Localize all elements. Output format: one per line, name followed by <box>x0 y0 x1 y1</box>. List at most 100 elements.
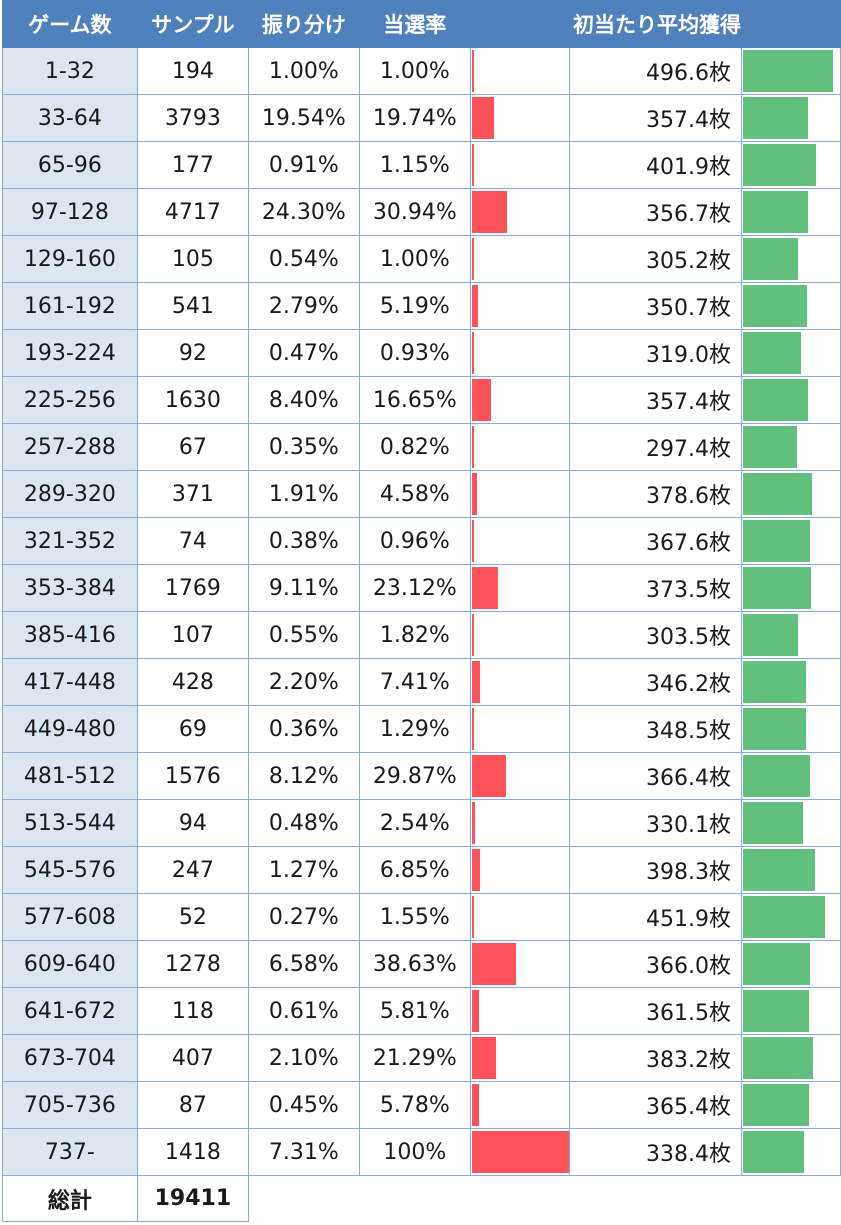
range-cell: 545-576 <box>2 846 138 894</box>
hit-rate-bar <box>471 520 474 562</box>
avg-gain-cell: 303.5枚 <box>568 611 742 659</box>
sample-cell: 247 <box>136 846 250 894</box>
range-cell: 161-192 <box>2 282 138 330</box>
avg-gain-bar-cell <box>740 282 841 330</box>
range-cell: 289-320 <box>2 470 138 518</box>
share-cell: 0.55% <box>248 611 360 659</box>
blank-cell <box>741 1176 840 1222</box>
sample-cell: 1769 <box>136 564 250 612</box>
hit-rate-cell: 1.00% <box>358 47 471 95</box>
hit-rate-bar-cell <box>469 799 570 847</box>
avg-gain-bar <box>742 426 798 468</box>
avg-gain-bar <box>742 520 810 562</box>
hit-rate-cell: 1.82% <box>358 611 471 659</box>
hit-rate-bar-cell <box>469 987 570 1035</box>
hit-rate-bar <box>471 191 507 233</box>
table-row: 289-320 371 1.91% 4.58% 378.6枚 <box>2 470 841 518</box>
sample-cell: 4717 <box>136 188 250 236</box>
avg-gain-bar <box>742 943 810 985</box>
avg-gain-bar-cell <box>740 987 841 1035</box>
range-cell: 385-416 <box>2 611 138 659</box>
hit-rate-bar <box>471 1131 569 1173</box>
table-row: 705-736 87 0.45% 5.78% 365.4枚 <box>2 1081 841 1129</box>
hit-rate-cell: 5.81% <box>358 987 471 1035</box>
hit-rate-bar <box>471 708 474 750</box>
avg-gain-bar-cell <box>740 376 841 424</box>
hit-rate-bar <box>471 144 474 186</box>
hit-rate-bar <box>471 661 481 703</box>
hit-rate-bar <box>471 614 475 656</box>
avg-gain-bar <box>742 849 816 891</box>
total-sample: 19411 <box>136 1175 250 1222</box>
avg-gain-cell: 319.0枚 <box>568 329 742 377</box>
avg-gain-cell: 338.4枚 <box>568 1128 742 1176</box>
share-cell: 2.79% <box>248 282 360 330</box>
avg-gain-cell: 451.9枚 <box>568 893 742 941</box>
avg-gain-cell: 357.4枚 <box>568 94 742 142</box>
hit-rate-cell: 0.93% <box>358 329 471 377</box>
hit-rate-bar-cell <box>469 705 570 753</box>
table-row: 641-672 118 0.61% 5.81% 361.5枚 <box>2 987 841 1035</box>
hit-rate-cell: 5.78% <box>358 1081 471 1129</box>
avg-gain-cell: 366.0枚 <box>568 940 742 988</box>
table-row: 577-608 52 0.27% 1.55% 451.9枚 <box>2 893 841 941</box>
avg-gain-bar-cell <box>740 423 841 471</box>
range-cell: 1-32 <box>2 47 138 95</box>
share-cell: 1.91% <box>248 470 360 518</box>
hit-rate-bar <box>471 285 478 327</box>
table-row: 33-64 3793 19.54% 19.74% 357.4枚 <box>2 94 841 142</box>
share-cell: 1.27% <box>248 846 360 894</box>
hit-rate-cell: 1.15% <box>358 141 471 189</box>
avg-gain-bar-cell <box>740 1034 841 1082</box>
hit-rate-cell: 19.74% <box>358 94 471 142</box>
range-cell: 33-64 <box>2 94 138 142</box>
range-cell: 673-704 <box>2 1034 138 1082</box>
avg-gain-cell: 357.4枚 <box>568 376 742 424</box>
range-cell: 513-544 <box>2 799 138 847</box>
hit-rate-cell: 100% <box>358 1128 471 1176</box>
hit-rate-bar <box>471 990 479 1032</box>
hit-rate-bar <box>471 755 506 797</box>
sample-cell: 87 <box>136 1081 250 1129</box>
hit-rate-bar-cell <box>469 329 570 377</box>
range-cell: 481-512 <box>2 752 138 800</box>
sample-cell: 52 <box>136 893 250 941</box>
range-cell: 449-480 <box>2 705 138 753</box>
range-cell: 129-160 <box>2 235 138 283</box>
avg-gain-cell: 378.6枚 <box>568 470 742 518</box>
avg-gain-bar <box>742 896 826 938</box>
hit-rate-cell: 7.41% <box>358 658 471 706</box>
hit-rate-bar <box>471 849 480 891</box>
table-row: 1-32 194 1.00% 1.00% 496.6枚 <box>2 47 841 95</box>
avg-gain-bar-cell <box>740 470 841 518</box>
sample-cell: 92 <box>136 329 250 377</box>
avg-gain-bar-cell <box>740 329 841 377</box>
avg-gain-bar-cell <box>740 893 841 941</box>
hit-rate-bar <box>471 97 495 139</box>
avg-gain-cell: 356.7枚 <box>568 188 742 236</box>
table-row: 513-544 94 0.48% 2.54% 330.1枚 <box>2 799 841 847</box>
table-row: 737- 1418 7.31% 100% 338.4枚 <box>2 1128 841 1176</box>
share-cell: 8.40% <box>248 376 360 424</box>
total-label: 総計 <box>2 1175 138 1222</box>
sample-cell: 177 <box>136 141 250 189</box>
avg-gain-bar <box>742 285 807 327</box>
avg-gain-bar <box>742 755 810 797</box>
table-row: 481-512 1576 8.12% 29.87% 366.4枚 <box>2 752 841 800</box>
header-game-count: ゲーム数 <box>2 0 138 48</box>
range-cell: 193-224 <box>2 329 138 377</box>
sample-cell: 371 <box>136 470 250 518</box>
sample-cell: 428 <box>136 658 250 706</box>
hit-rate-cell: 38.63% <box>358 940 471 988</box>
header-share: 振り分け <box>248 0 360 48</box>
sample-cell: 107 <box>136 611 250 659</box>
hit-rate-bar-cell <box>469 470 570 518</box>
avg-gain-bar-cell <box>740 799 841 847</box>
table-row: 385-416 107 0.55% 1.82% 303.5枚 <box>2 611 841 659</box>
range-cell: 353-384 <box>2 564 138 612</box>
share-cell: 2.10% <box>248 1034 360 1082</box>
avg-gain-cell: 330.1枚 <box>568 799 742 847</box>
hit-rate-bar <box>471 332 474 374</box>
share-cell: 0.91% <box>248 141 360 189</box>
